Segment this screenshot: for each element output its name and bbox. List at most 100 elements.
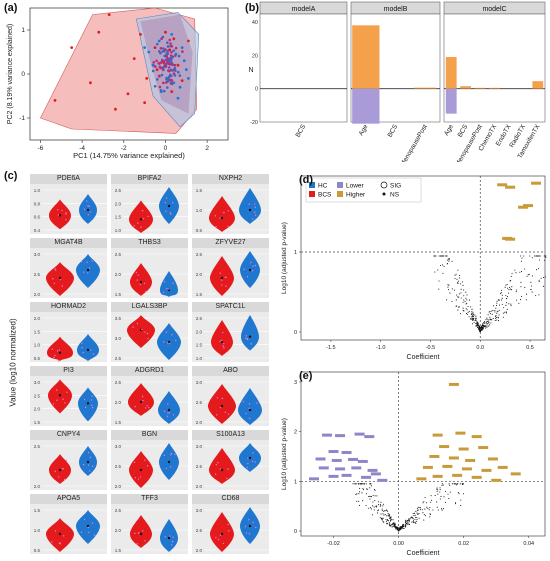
ns-point — [400, 526, 402, 529]
bcs-point — [153, 46, 157, 49]
jitter-point — [134, 405, 136, 408]
jitter-point — [65, 459, 67, 462]
bcs-point — [114, 107, 117, 111]
bcs-median — [220, 532, 224, 536]
jitter-point — [246, 337, 248, 340]
ns-point — [352, 483, 354, 485]
violin-plot: 3.0 2.5 2.0 1.5 — [34, 379, 107, 425]
jitter-point — [62, 535, 65, 537]
ns-point — [494, 309, 496, 312]
violin-facet: CNPY4 2.5 2.0 — [30, 430, 107, 490]
y-tick-label: 1.0 — [34, 343, 41, 348]
jitter-point — [163, 454, 166, 457]
ns-point — [380, 501, 382, 503]
ns-point — [494, 317, 497, 319]
jitter-point — [85, 200, 88, 202]
ns-point — [417, 509, 419, 511]
ns-point — [520, 270, 523, 273]
y-tick-label: 1.5 — [34, 329, 41, 334]
category-label: BCS — [457, 123, 470, 139]
ns-point — [415, 510, 417, 512]
jitter-point — [165, 197, 168, 199]
ns-point — [437, 269, 439, 271]
ns-point — [429, 506, 431, 509]
ns-point — [391, 526, 393, 528]
ns-point — [429, 516, 431, 518]
ns-point — [454, 277, 456, 280]
y-axis-label: Log10 (adjusted p-value) — [281, 222, 288, 294]
ns-point — [520, 286, 522, 288]
ns-point — [476, 324, 478, 326]
ns-point — [358, 500, 360, 502]
ns-point — [370, 483, 372, 485]
y-tick-label: 3.5 — [115, 316, 122, 321]
jitter-point — [57, 360, 60, 362]
y-tick-label: 2.5 — [196, 464, 203, 469]
jitter-point — [171, 202, 174, 204]
jitter-point — [83, 271, 85, 273]
jitter-point — [59, 542, 61, 544]
lower-sig-point — [328, 450, 339, 454]
bar-higher — [414, 87, 437, 89]
violin-facet: BPIFA2 2.5 2.0 1.5 1.0 — [111, 174, 188, 234]
bcs-point — [180, 79, 184, 82]
ns-point — [388, 522, 390, 524]
jitter-point — [53, 356, 55, 358]
gene-name: NXPH2 — [192, 174, 269, 184]
ns-point — [495, 304, 498, 307]
ns-point — [365, 505, 367, 507]
ns-point — [504, 311, 506, 313]
bcs-violin — [210, 256, 234, 296]
ns-point — [465, 303, 467, 305]
ns-point — [438, 280, 440, 282]
hc-point — [162, 89, 166, 93]
bcs-median — [58, 276, 62, 280]
gene-name: ADGRD1 — [111, 366, 188, 376]
violin-facet: PI3 3.0 2.5 2.0 1.5 — [30, 366, 107, 426]
ns-point — [448, 259, 450, 261]
bcs-median — [220, 340, 224, 344]
ns-point — [458, 493, 460, 495]
ns-point — [489, 324, 491, 326]
bcs-violin — [209, 196, 235, 232]
ns-point — [470, 318, 472, 320]
ns-point — [488, 311, 490, 313]
bcs-median — [139, 532, 143, 536]
gene-name: THBS3 — [111, 238, 188, 248]
hc-point — [174, 69, 177, 72]
bcs-point — [164, 30, 167, 34]
ns-point — [408, 523, 411, 526]
ns-point — [498, 299, 500, 301]
ns-point — [487, 318, 489, 321]
bcs-point — [169, 42, 172, 45]
legend-swatch — [309, 182, 315, 188]
jitter-point — [172, 414, 175, 416]
violin-plot: 2.5 2.0 1.5 1.0 — [196, 315, 269, 361]
volcano-plot-e: -0.02 0.00 0.02 0.04 0 1 2 3 Coefficient Log10 (a… — [281, 371, 546, 557]
higher-sig-point — [452, 473, 463, 477]
jitter-point — [52, 403, 55, 405]
bar-lower — [445, 88, 457, 114]
ns-point — [441, 255, 443, 257]
y-tick-label: 1.5 — [196, 292, 203, 297]
gene-name: ZFYVE27 — [192, 238, 269, 248]
legend-sig-icon — [380, 181, 388, 189]
ns-point — [501, 294, 503, 296]
ns-point — [475, 315, 477, 317]
ns-point — [487, 323, 489, 325]
jitter-point — [134, 532, 136, 535]
ns-point — [401, 527, 403, 529]
bcs-point — [170, 90, 174, 93]
ns-point — [502, 312, 504, 314]
jitter-point — [91, 522, 94, 524]
bcs-median — [220, 404, 224, 408]
bcs-point — [53, 99, 57, 102]
higher-sig-point — [465, 458, 476, 462]
ns-point — [503, 307, 505, 309]
ns-point — [430, 501, 432, 503]
ns-point — [455, 273, 457, 275]
jitter-point — [162, 341, 165, 343]
ns-point — [505, 284, 507, 286]
jitter-point — [252, 521, 254, 524]
hc-point — [159, 51, 162, 55]
